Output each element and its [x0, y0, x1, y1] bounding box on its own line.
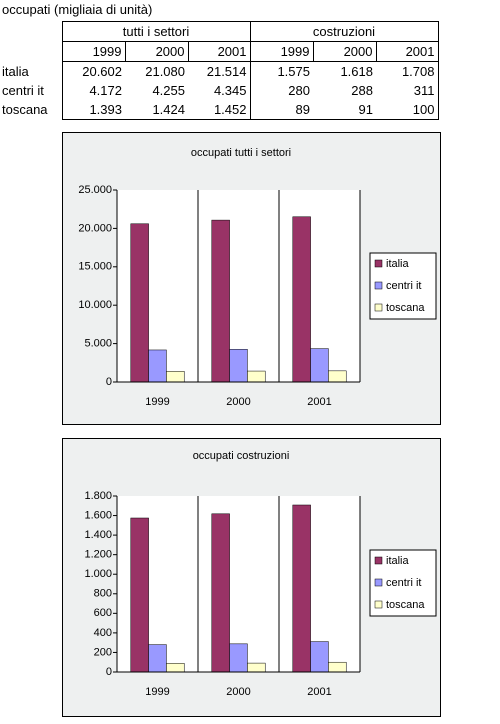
bar: [130, 517, 149, 673]
legend-label: toscana: [386, 599, 425, 611]
table-cell: 1.575: [249, 61, 313, 81]
y-tick-label: 0: [106, 666, 112, 678]
table-cell: 89: [249, 100, 313, 120]
year-header: 2001: [187, 41, 251, 62]
table-cell: 20.602: [61, 61, 125, 81]
y-tick-label: 1.200: [84, 549, 112, 561]
table-cell: 288: [351, 83, 373, 98]
x-tick-label: 2001: [307, 396, 331, 408]
y-tick-label: 600: [94, 607, 112, 619]
legend-swatch: [374, 259, 383, 268]
bar: [247, 370, 266, 383]
legend-label: centri it: [386, 280, 421, 292]
y-tick-label: 1.800: [84, 490, 112, 502]
table-cell: 91: [313, 100, 376, 120]
x-tick-label: 1999: [145, 686, 169, 698]
table-cell: 100: [376, 100, 439, 120]
x-tick-label: 2000: [226, 396, 250, 408]
table-cell: 1.708: [376, 61, 439, 81]
legend-label: toscana: [386, 302, 425, 314]
group-header: costruzioni: [249, 21, 439, 42]
bar: [130, 223, 149, 383]
year-header: 1999: [249, 41, 314, 62]
y-tick-label: 25.000: [78, 184, 112, 196]
legend-swatch: [374, 600, 383, 609]
y-tick-label: 0: [106, 376, 112, 388]
year-header: 2000: [124, 41, 189, 62]
chart-title: occupati costruzioni: [193, 450, 290, 462]
row-label: centri it: [2, 83, 44, 98]
year-header: 2001: [375, 41, 439, 62]
bar: [310, 348, 329, 383]
y-tick-label: 1.000: [84, 568, 112, 580]
table-cell: 280: [249, 81, 313, 100]
table-cell: 4.255: [152, 83, 185, 98]
data-table: tutti i settori costruzioni 1999 2000 2001 19…: [0, 21, 439, 120]
bar: [148, 349, 167, 383]
row-label: toscana: [2, 102, 48, 118]
y-tick-label: 400: [94, 627, 112, 639]
table-cell: 4.345: [213, 83, 247, 98]
y-tick-label: 10.000: [78, 299, 112, 311]
table-cell: 21.514: [206, 64, 247, 79]
table-cell: 1.393: [61, 100, 125, 120]
legend-swatch: [374, 556, 383, 565]
legend-swatch: [374, 281, 383, 290]
bar: [166, 371, 185, 383]
year-header: 1999: [61, 41, 126, 62]
bar: [292, 216, 311, 383]
x-tick-label: 2000: [226, 686, 250, 698]
y-tick-label: 20.000: [78, 222, 112, 234]
table-title: occupati (migliaia di unità): [2, 2, 153, 17]
bar: [328, 370, 347, 383]
table-cell: 21.080: [145, 64, 185, 79]
y-tick-label: 200: [94, 646, 112, 658]
bar: [211, 513, 230, 673]
bar: [211, 219, 230, 383]
x-tick-label: 1999: [145, 396, 169, 408]
bar: [229, 349, 248, 383]
legend-label: centri it: [386, 577, 421, 589]
chart-title: occupati tutti i settori: [191, 147, 291, 159]
table-cell: 311: [376, 81, 439, 100]
y-tick-label: 1.600: [84, 509, 112, 521]
bar: [328, 661, 347, 673]
legend-label: italia: [386, 555, 410, 567]
y-tick-label: 800: [94, 588, 112, 600]
table-cell: 1.618: [340, 64, 373, 79]
y-tick-label: 15.000: [78, 261, 112, 273]
bar: [247, 662, 266, 673]
legend-swatch: [374, 303, 383, 312]
bar: [310, 641, 329, 673]
table-cell: 1.452: [188, 100, 250, 120]
bar: [292, 504, 311, 673]
bar: [166, 663, 185, 673]
x-tick-label: 2001: [307, 686, 331, 698]
legend-label: italia: [386, 258, 410, 270]
legend-swatch: [374, 578, 383, 587]
bar: [148, 644, 167, 673]
y-tick-label: 1.400: [84, 529, 112, 541]
table-cell: 1.424: [125, 100, 188, 120]
table-cell: 4.172: [61, 81, 125, 100]
bar: [229, 643, 248, 673]
row-label: italia: [2, 63, 29, 79]
y-tick-label: 5.000: [84, 338, 112, 350]
